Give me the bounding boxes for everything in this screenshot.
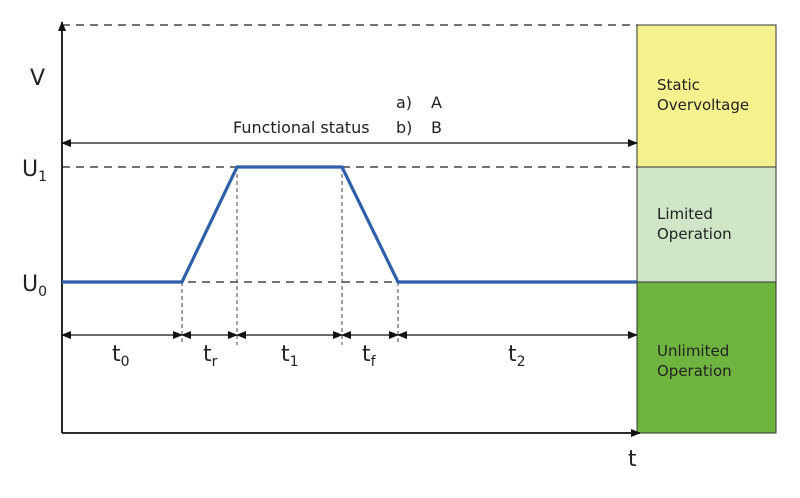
interval-sub: 2 <box>517 354 526 370</box>
interval-sub: 0 <box>121 354 130 370</box>
interval-label: t2 <box>508 342 526 370</box>
zone-text: Limited <box>657 205 713 223</box>
interval-label: t1 <box>281 342 299 370</box>
interval-base: t <box>508 342 517 367</box>
zone-text: Overvoltage <box>657 96 749 114</box>
zone-text: Operation <box>657 225 732 243</box>
y-axis-label: V <box>30 66 45 91</box>
status-label: Functional status <box>233 118 370 137</box>
option-key: b) <box>396 118 412 137</box>
zone-text: Static <box>657 76 700 94</box>
zone-label: Limited Operation <box>657 205 732 243</box>
interval-label: tr <box>203 342 218 370</box>
zone-text: Unlimited <box>657 342 729 360</box>
interval-label: tf <box>362 342 377 370</box>
waveform <box>62 165 637 284</box>
option-value: A <box>431 93 442 112</box>
option-key: a) <box>396 93 412 112</box>
interval-base: t <box>203 342 212 367</box>
zone-limited <box>636 166 777 283</box>
zone-unlimited <box>636 281 777 434</box>
level-label: U1 <box>22 157 47 185</box>
interval-sub: r <box>212 354 218 370</box>
zone-label: Unlimited Operation <box>657 342 732 380</box>
interval-sub: 1 <box>290 354 299 370</box>
interval-base: t <box>112 342 121 367</box>
level-sub: 1 <box>38 169 47 185</box>
interval-sub: f <box>371 354 377 370</box>
option-value: B <box>431 118 442 137</box>
interval-base: t <box>362 342 371 367</box>
zone-text: Operation <box>657 362 732 380</box>
interval-label: t0 <box>112 342 130 370</box>
level-sub: 0 <box>38 284 47 300</box>
zone-static <box>636 24 777 168</box>
level-base: U <box>22 157 38 182</box>
interval-base: t <box>281 342 290 367</box>
reference-lines <box>62 24 637 283</box>
level-base: U <box>22 272 38 297</box>
level-label: U0 <box>22 272 47 300</box>
zone-label: Static Overvoltage <box>657 76 749 114</box>
x-axis-label: t <box>628 447 637 472</box>
time-markers <box>181 167 399 345</box>
